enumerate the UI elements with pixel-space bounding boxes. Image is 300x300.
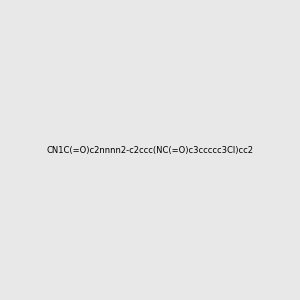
Text: CN1C(=O)c2nnnn2-c2ccc(NC(=O)c3ccccc3Cl)cc2: CN1C(=O)c2nnnn2-c2ccc(NC(=O)c3ccccc3Cl)c… (46, 146, 253, 154)
